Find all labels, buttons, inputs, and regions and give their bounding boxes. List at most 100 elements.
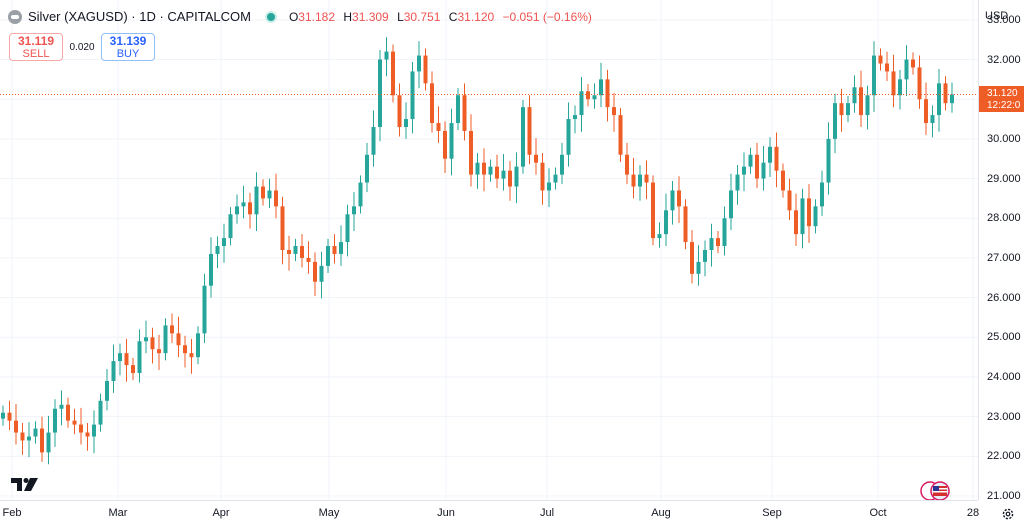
candle-body [924, 99, 928, 124]
sell-label: SELL [22, 48, 50, 60]
candle [644, 160, 649, 200]
candle-body [124, 353, 129, 366]
candle [456, 88, 460, 131]
candle [521, 100, 525, 174]
tradingview-logo-icon[interactable] [11, 476, 41, 494]
candle-body [638, 174, 642, 187]
time-scale[interactable]: Feb Mar Apr May Jun Jul Aug Sep Oct 28 [0, 500, 979, 525]
candle-body [306, 257, 311, 262]
candle [384, 37, 389, 77]
candle-body [677, 190, 681, 207]
candle [40, 416, 44, 462]
candle [768, 137, 772, 177]
candle [111, 344, 116, 393]
candle-body [859, 87, 863, 116]
candle [573, 105, 577, 134]
candle-body [696, 261, 701, 274]
candle-body [547, 182, 551, 191]
candle-body [807, 198, 811, 227]
candle-body [839, 103, 844, 116]
candle [131, 357, 135, 381]
candle [586, 84, 590, 107]
candle [696, 245, 701, 286]
candle-body [800, 198, 805, 235]
candle-body [755, 154, 759, 179]
candle-body [27, 436, 31, 441]
candle-body [690, 242, 694, 274]
sell-button[interactable]: 31.119 SELL [9, 33, 63, 61]
candle-body [261, 186, 265, 199]
candle [495, 154, 499, 189]
candle [508, 161, 512, 201]
candle [865, 85, 870, 130]
candle-body [189, 353, 194, 358]
candle-body [391, 51, 395, 96]
currency-label[interactable]: USD [985, 10, 1009, 22]
time-tick-label: Apr [212, 507, 230, 519]
candlestick-chart[interactable] [0, 0, 978, 500]
candle-body [820, 182, 824, 207]
candle [150, 327, 155, 364]
open-label: O [288, 9, 299, 24]
candle-body [98, 400, 103, 425]
chart-pane[interactable]: Silver (XAGUSD) · 1D · CAPITALCOM O31.18… [0, 0, 978, 501]
candle-body [586, 91, 590, 100]
symbol-title[interactable]: Silver (XAGUSD) · 1D · CAPITALCOM [28, 9, 251, 24]
candle-body [137, 341, 142, 374]
candle-body [787, 190, 792, 211]
candle-body [183, 345, 187, 354]
candle [664, 193, 668, 247]
candle [930, 105, 935, 138]
candle [924, 82, 928, 135]
candle [215, 236, 220, 269]
candle-body [774, 146, 779, 171]
candle-body [410, 71, 415, 120]
candle-body [144, 337, 148, 342]
candle [157, 334, 161, 370]
candle-body [436, 123, 441, 131]
candle [729, 173, 733, 231]
buy-button[interactable]: 31.139 BUY [101, 33, 155, 61]
candle [14, 403, 18, 445]
us-flag-icon[interactable] [920, 481, 954, 501]
candle-body [345, 214, 350, 243]
candle [703, 240, 707, 277]
candle [241, 185, 246, 219]
candle-body [40, 428, 44, 453]
candle-body [852, 87, 857, 104]
candle-body [488, 166, 493, 175]
candle-body [33, 428, 38, 437]
candle [807, 184, 811, 243]
last-price-value: 31.120 [987, 88, 1018, 100]
candle-body [683, 206, 688, 243]
candle [885, 51, 889, 81]
candle [33, 421, 38, 444]
candle [202, 273, 207, 343]
candle [313, 252, 317, 297]
price-tick-label: 28.000 [987, 212, 1021, 225]
candle-body [196, 333, 200, 358]
candle [482, 148, 486, 192]
market-status-dot[interactable] [266, 12, 275, 21]
candle-body [950, 94, 954, 104]
candle-body [326, 246, 330, 266]
candle [683, 199, 688, 250]
candle [378, 50, 382, 142]
candle [631, 157, 636, 199]
candle [859, 70, 863, 127]
candle [59, 390, 64, 426]
price-scale[interactable]: USD 33.00032.00031.00030.00029.00028.000… [978, 0, 1024, 502]
gear-icon[interactable] [1001, 507, 1015, 521]
candle [274, 173, 278, 219]
candle-body [66, 404, 70, 421]
time-tick-label: Mar [108, 507, 128, 519]
candle-body [761, 162, 766, 179]
candle [254, 172, 259, 231]
candle-body [443, 130, 447, 159]
candle [774, 132, 779, 188]
candle [599, 62, 603, 108]
candle-body [865, 95, 870, 116]
candle-body [937, 83, 941, 116]
candle-body [898, 79, 902, 96]
candle-body [202, 285, 207, 334]
